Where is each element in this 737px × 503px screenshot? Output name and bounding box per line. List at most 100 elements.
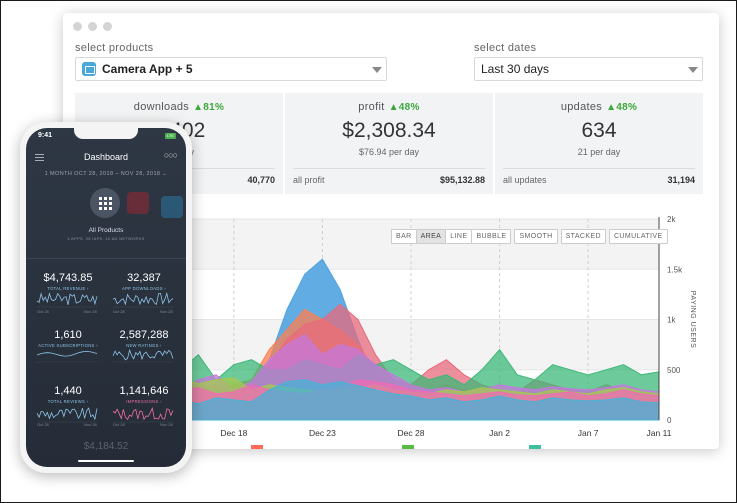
app-grid-icon[interactable] (90, 188, 120, 218)
card-title-text: profit (358, 101, 385, 113)
chevron-down-icon (688, 67, 698, 73)
card-foot-value: 40,770 (247, 175, 275, 185)
chevron-down-icon (372, 67, 382, 73)
metric-app-downloads[interactable]: 32,387 APP DOWNLOADS › (109, 272, 179, 291)
series-area-7[interactable] (162, 379, 660, 421)
spark-axis-start: Oct 28 (113, 422, 125, 427)
dates-select[interactable]: Last 30 days (474, 57, 703, 81)
spark-axis-start: Oct 28 (113, 309, 125, 314)
metric-label: IMPRESSIONS › (126, 399, 162, 404)
battery-icon: LTE (165, 133, 176, 139)
card-title-text: updates (560, 101, 603, 113)
card-foot-label: all profit (293, 175, 325, 185)
window-minimize-dot[interactable] (88, 21, 97, 31)
phone-bottom-value: $4,184.52 (83, 441, 129, 452)
metric-label-text: IMPRESSIONS (126, 399, 159, 404)
metric-value: 2,587,288 (119, 329, 169, 341)
x-tick-label: Jan 2 (489, 428, 510, 438)
x-tick-label: Dec 28 (398, 428, 425, 438)
chart-mode-group: BAR AREA LINE BUBBLE (391, 229, 512, 244)
legend-swatch[interactable] (529, 445, 541, 449)
chart-type-buttons: BAR AREA LINE BUBBLE SMOOTH STACKED CUMU… (391, 229, 668, 244)
window-titlebar (63, 13, 719, 39)
metric-impressions[interactable]: 1,141,646 IMPRESSIONS › (109, 385, 179, 404)
products-select-value: Camera App + 5 (102, 62, 193, 76)
metric-total-revenue[interactable]: $4,743.85 TOTAL REVENUE › (33, 272, 103, 291)
legend-swatch[interactable] (402, 445, 414, 449)
metric-sparkline-2 (36, 350, 98, 357)
phone-mockup: 9:41 LTE Dashboard ○○○ 1 MONTH OCT 28, 2… (20, 122, 192, 473)
card-delta-text: 48% (398, 102, 420, 113)
card-foot-value: $95,132.88 (439, 175, 485, 185)
metric-label: TOTAL REVIEWS › (47, 399, 89, 404)
dates-select-value: Last 30 days (481, 62, 550, 76)
metric-sparkline-3 (112, 348, 174, 361)
chart-btn-cumulative[interactable]: CUMULATIVE (608, 229, 668, 244)
metric-new-ratings[interactable]: 2,587,288 NEW RATINGS › (109, 329, 179, 348)
chart-btn-bubble[interactable]: BUBBLE (472, 229, 512, 244)
y-tick-label: 1k (667, 316, 676, 325)
card-foot-label: all updates (503, 175, 547, 185)
card-title: updates ▲48% (495, 101, 703, 113)
metric-label: NEW RATINGS › (126, 343, 162, 348)
spark-axis-end: Nov 28 (160, 309, 173, 314)
y-tick-label: 1.5k (667, 265, 683, 274)
app-icon-red[interactable] (127, 192, 149, 214)
camera-app-icon (82, 62, 96, 76)
spark-axis-end: Nov 28 (84, 309, 97, 314)
chart-btn-smooth[interactable]: SMOOTH (514, 229, 558, 244)
y-tick-label: 500 (667, 366, 681, 375)
card-delta: ▲48% (606, 102, 638, 113)
legend-swatch[interactable] (251, 445, 263, 449)
card-sub: $76.94 per day (358, 147, 420, 157)
card-delta: ▲81% (193, 102, 225, 113)
window-zoom-dot[interactable] (103, 21, 112, 31)
x-tick-label: Jan 7 (578, 428, 599, 438)
metric-label-text: TOTAL REVIEWS (47, 399, 86, 404)
window-close-dot[interactable] (73, 21, 82, 31)
profit-card[interactable]: profit ▲48% $2,308.34 $76.94 per day all … (285, 93, 493, 194)
metric-sparkline-1 (112, 292, 174, 306)
metric-label: TOTAL REVENUE › (47, 286, 89, 291)
camera-app-icon[interactable] (161, 196, 183, 218)
metric-label-text: ACTIVE SUBSCRIPTIONS (38, 343, 95, 348)
spark-axis-start: Oct 28 (37, 309, 49, 314)
card-value: $2,308.34 (342, 119, 436, 142)
metric-value: 1,440 (54, 385, 82, 397)
chart-btn-area[interactable]: AREA (416, 229, 447, 244)
phone-time: 9:41 (38, 132, 53, 139)
metric-active-subscriptions[interactable]: 1,610 ACTIVE SUBSCRIPTIONS › (33, 329, 103, 348)
phone-notch (74, 128, 138, 139)
card-foot-value: 31,194 (667, 175, 695, 185)
phone-date-range-text: 1 MONTH OCT 28, 2018 – NOV 28, 2018 (44, 171, 161, 177)
card-sub: 21 per day (577, 147, 621, 157)
metric-value: 1,141,646 (119, 385, 169, 397)
chart-btn-bar[interactable]: BAR (391, 229, 417, 244)
spark-axis-start: Oct 28 (37, 422, 49, 427)
phone-screen: 9:41 LTE Dashboard ○○○ 1 MONTH OCT 28, 2… (26, 128, 186, 467)
metric-sparkline-4 (36, 407, 98, 421)
products-select[interactable]: Camera App + 5 (75, 57, 387, 81)
more-options-icon[interactable]: ○○○ (163, 150, 178, 160)
metric-label-text: APP DOWNLOADS (122, 286, 163, 291)
card-delta: ▲48% (388, 102, 420, 113)
paying-users-chart: 0 500 1k 1.5k 2k PAYING USERS Dec 18 Dec 23 Dec … (162, 215, 696, 449)
home-indicator[interactable] (78, 460, 134, 462)
spark-axis-end: Nov 28 (160, 422, 173, 427)
metric-total-reviews[interactable]: 1,440 TOTAL REVIEWS › (33, 385, 103, 404)
y-tick-label: 0 (667, 416, 672, 425)
hamburger-menu-icon[interactable] (35, 154, 44, 163)
chart-btn-stacked[interactable]: STACKED (560, 229, 606, 244)
metric-sparklines (36, 292, 174, 423)
card-delta-text: 81% (203, 102, 225, 113)
card-divider (293, 168, 485, 169)
phone-divider (26, 258, 186, 259)
all-products-label: All Products (88, 227, 124, 234)
chart-btn-line[interactable]: LINE (446, 229, 473, 244)
phone-date-range[interactable]: 1 MONTH OCT 28, 2018 – NOV 28, 2018 ⌄ (44, 171, 168, 177)
x-tick-label: Dec 23 (309, 428, 336, 438)
metric-label: ACTIVE SUBSCRIPTIONS › (38, 343, 98, 348)
metric-sparkline-0 (36, 292, 98, 306)
updates-card[interactable]: updates ▲48% 634 21 per day all updates 3… (495, 93, 703, 194)
card-value: 634 (581, 119, 617, 142)
